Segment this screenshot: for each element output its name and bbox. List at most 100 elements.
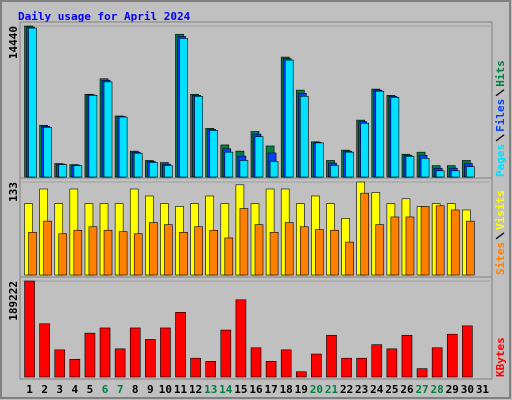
bar <box>88 94 98 178</box>
bar <box>239 208 249 276</box>
bar <box>254 136 264 178</box>
bar <box>133 233 143 276</box>
bar <box>235 299 247 378</box>
bar <box>416 368 428 378</box>
bar <box>179 232 188 276</box>
x-tick-label: 1 <box>26 383 33 396</box>
bar <box>345 241 354 276</box>
legend-entry: Sites <box>494 242 507 275</box>
bar <box>28 27 37 178</box>
bar <box>315 142 324 178</box>
legend-entry: Files <box>494 99 507 132</box>
bar <box>254 224 264 276</box>
bar <box>390 97 400 178</box>
x-tick-label: 26 <box>400 383 414 396</box>
x-tick-label: 21 <box>325 383 339 396</box>
bar <box>194 96 203 178</box>
bar <box>462 325 473 378</box>
bar <box>129 327 141 378</box>
bar <box>295 371 307 378</box>
x-tick-label: 17 <box>264 383 277 396</box>
bar <box>390 216 400 276</box>
x-tick-label: 27 <box>415 383 428 396</box>
bar <box>284 59 294 178</box>
y-tick-label: 189222 <box>7 281 20 321</box>
x-tick-label: 8 <box>132 383 139 396</box>
y-tick-label: 133 <box>7 182 20 202</box>
x-tick-label: 11 <box>174 383 188 396</box>
bar <box>58 233 68 276</box>
bar <box>103 81 113 178</box>
bar <box>420 206 430 276</box>
x-tick-label: 30 <box>461 383 474 396</box>
bar <box>54 349 66 378</box>
bar <box>88 226 98 276</box>
bar <box>446 333 458 378</box>
x-tick-label: 20 <box>310 383 323 396</box>
legend-entry: Pages <box>494 144 507 177</box>
bar <box>405 156 415 178</box>
x-tick-label: 3 <box>56 383 63 396</box>
y-tick-label: 14440 <box>7 26 20 59</box>
bar <box>269 232 279 276</box>
bar <box>103 229 113 276</box>
bar <box>405 216 415 276</box>
bar <box>330 229 339 276</box>
x-tick-label: 29 <box>446 383 459 396</box>
bar <box>299 226 309 276</box>
bar <box>341 357 352 378</box>
x-tick-label: 22 <box>340 383 353 396</box>
bar <box>24 280 35 378</box>
bar <box>250 347 262 378</box>
bar <box>114 348 126 378</box>
bar <box>28 232 37 276</box>
chart-title: Daily usage for April 2024 <box>18 10 191 23</box>
bar <box>99 327 111 378</box>
bar <box>401 334 413 378</box>
bar <box>326 334 337 378</box>
bar <box>209 229 219 276</box>
x-tick-label: 25 <box>385 383 398 396</box>
x-tick-label: 13 <box>204 383 217 396</box>
bar <box>58 164 68 178</box>
bar <box>299 96 309 178</box>
bar <box>43 127 52 178</box>
bar <box>450 170 460 178</box>
bar <box>435 170 445 178</box>
bar <box>43 220 52 276</box>
x-tick-label: 28 <box>431 383 444 396</box>
legend-entry: Visits <box>494 190 507 230</box>
bar <box>311 353 322 378</box>
x-tick-label: 4 <box>72 383 79 396</box>
bar <box>220 329 232 378</box>
bar <box>356 357 367 378</box>
bar <box>179 38 188 178</box>
bar <box>315 229 324 276</box>
bar <box>149 162 158 178</box>
bar <box>145 339 156 378</box>
bar <box>284 222 294 276</box>
legend-entry: KBytes <box>494 337 507 377</box>
bar <box>360 122 369 178</box>
bar <box>420 158 430 178</box>
bar <box>205 361 217 378</box>
x-tick-label: 5 <box>87 383 94 396</box>
legend-separator <box>495 232 505 240</box>
bar <box>164 165 173 178</box>
bar <box>118 116 128 178</box>
bar <box>330 165 339 178</box>
bar <box>375 90 385 178</box>
bar <box>269 161 279 178</box>
bar <box>175 312 186 378</box>
x-tick-label: 14 <box>219 383 233 396</box>
x-tick-label: 2 <box>41 383 48 396</box>
bar <box>375 224 385 276</box>
bar <box>371 344 383 378</box>
bar <box>265 361 277 378</box>
bar <box>149 222 158 276</box>
x-tick-label: 7 <box>117 383 124 396</box>
bar <box>345 151 354 178</box>
x-tick-label: 10 <box>159 383 172 396</box>
